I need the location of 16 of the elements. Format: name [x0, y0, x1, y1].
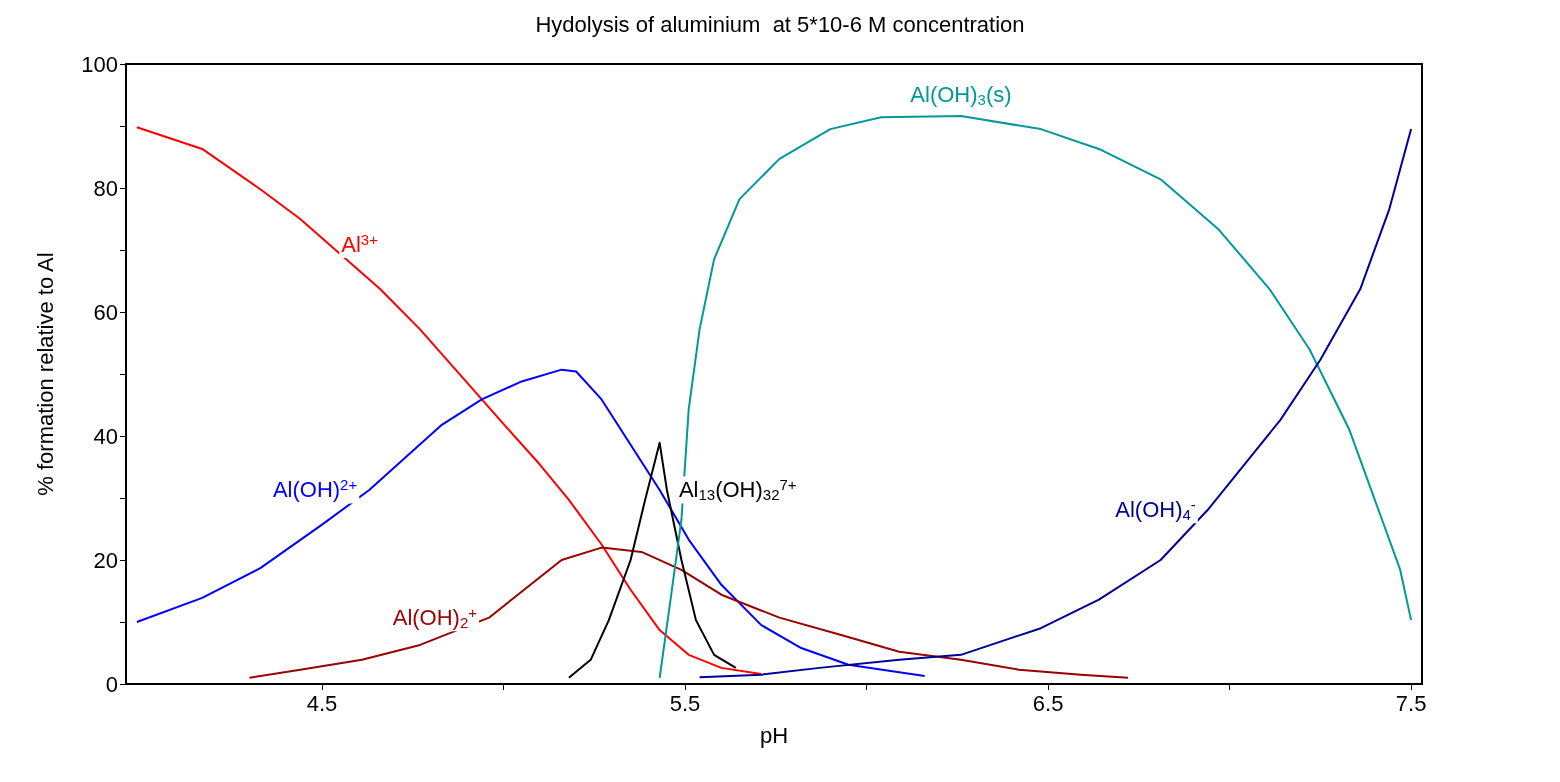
x-tick-label: 4.5 [306, 690, 338, 716]
line-series [135, 126, 763, 676]
y-tick-label: 60 [93, 299, 118, 325]
line-series [135, 368, 926, 677]
chart-title: Hydolysis of aluminium at 5*10-6 M concentration [535, 11, 1025, 37]
x-axis-title: pH [759, 722, 789, 748]
x-tick-label: 5.5 [669, 690, 701, 716]
x-tick-label: 6.5 [1032, 690, 1064, 716]
y-tick-label: 80 [93, 175, 118, 201]
line-series [248, 546, 1129, 679]
y-tick-label: 40 [93, 423, 118, 449]
y-tick-label: 0 [105, 671, 118, 697]
x-tick-label: 7.5 [1395, 690, 1427, 716]
y-tick-label: 100 [81, 51, 118, 77]
y-tick-label: 20 [93, 547, 118, 573]
y-axis-title: % formation relative to Al [32, 252, 58, 496]
